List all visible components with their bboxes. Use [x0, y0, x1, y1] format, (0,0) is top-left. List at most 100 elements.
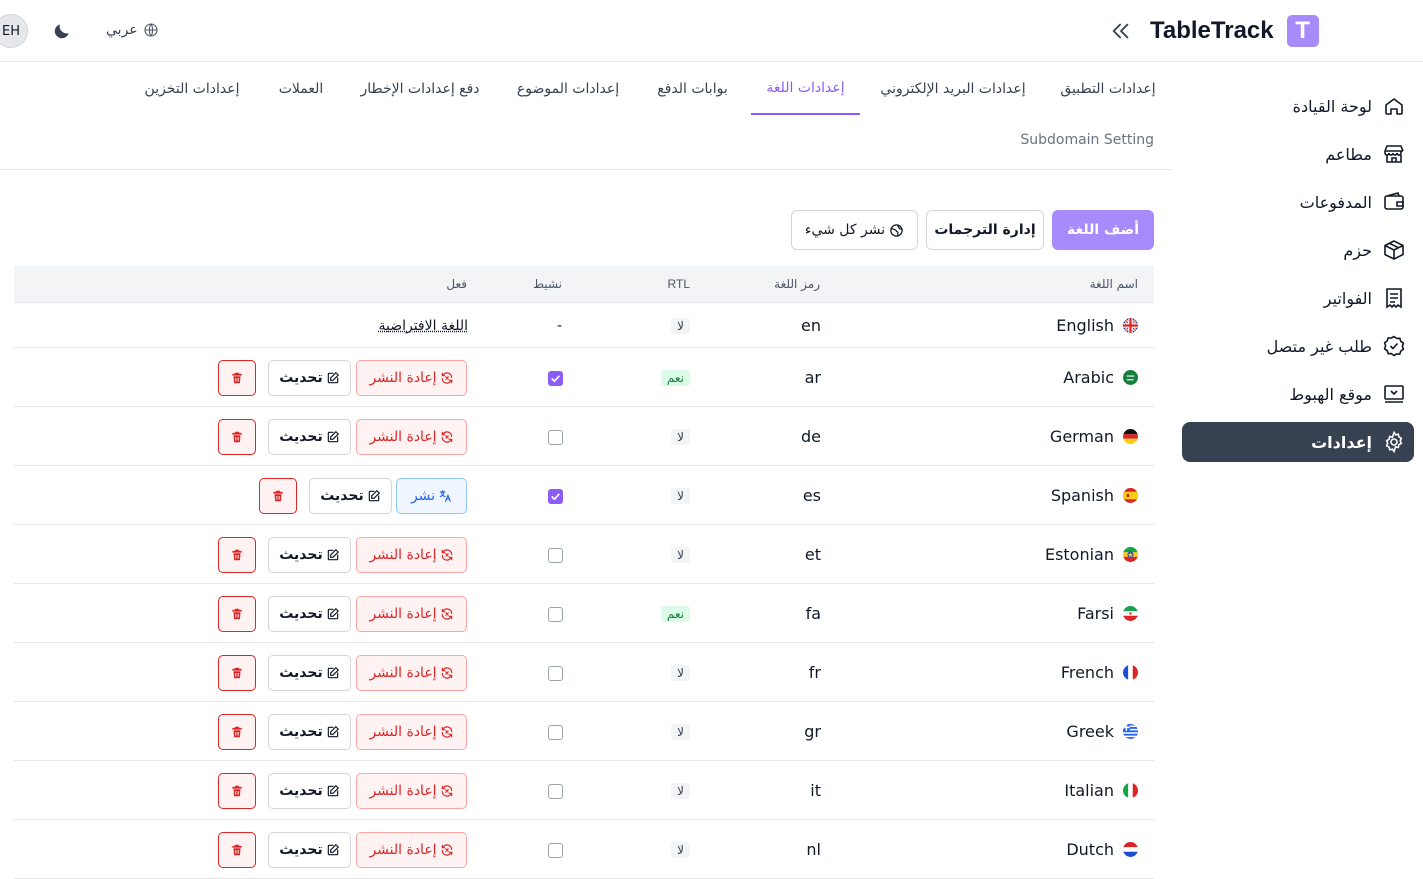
publish-button[interactable]: نشر: [396, 478, 467, 514]
update-button[interactable]: تحديث: [268, 655, 351, 691]
package-icon: [1382, 238, 1406, 262]
language-code-cell: et: [805, 543, 821, 567]
active-checkbox[interactable]: [548, 548, 563, 563]
delete-button[interactable]: [218, 360, 256, 396]
delete-button[interactable]: [218, 655, 256, 691]
de-flag-icon: [1123, 429, 1138, 444]
rtl-cell: لا: [671, 487, 690, 505]
tab-push-notification-settings[interactable]: دفع إعدادات الإخطار: [355, 62, 485, 115]
table-row: Greek gr لا إعادة النشر تحديث: [14, 702, 1154, 761]
republish-button[interactable]: إعادة النشر: [356, 596, 467, 632]
delete-button[interactable]: [259, 478, 297, 514]
sidebar-item-restaurants[interactable]: مطاعم: [1182, 134, 1414, 174]
tab-email-settings[interactable]: إعدادات البريد الإلكتروني: [876, 62, 1030, 115]
delete-button[interactable]: [218, 832, 256, 868]
app-name: TableTrack: [1150, 17, 1274, 45]
republish-button[interactable]: إعادة النشر: [356, 832, 467, 868]
language-code: fa: [806, 604, 821, 623]
delete-button[interactable]: [218, 773, 256, 809]
active-checkbox[interactable]: [548, 430, 563, 445]
active-checkbox[interactable]: [548, 725, 563, 740]
tab-storage-settings[interactable]: إعدادات التخزين: [138, 62, 246, 115]
table-row: Arabic ar نعم إعادة النشر تحديث: [14, 348, 1154, 407]
trash-icon: [230, 607, 244, 621]
moon-icon[interactable]: [52, 21, 72, 41]
language-code: en: [801, 316, 821, 335]
republish-button[interactable]: إعادة النشر: [356, 714, 467, 750]
delete-button[interactable]: [218, 596, 256, 632]
tab-language-settings[interactable]: إعدادات اللغة: [751, 62, 860, 115]
sidebar-item-settings[interactable]: إعدادات: [1182, 422, 1414, 462]
language-name-cell: Spanish: [1051, 484, 1138, 508]
language-name: English: [1056, 316, 1114, 335]
active-checkbox[interactable]: [548, 666, 563, 681]
tab-app-settings[interactable]: إعدادات التطبيق: [1054, 62, 1162, 115]
avatar[interactable]: EH: [0, 14, 28, 48]
language-code-cell: en: [801, 314, 821, 338]
update-button[interactable]: تحديث: [268, 714, 351, 750]
active-checkbox[interactable]: [548, 607, 563, 622]
delete-button[interactable]: [218, 537, 256, 573]
update-button[interactable]: تحديث: [268, 832, 351, 868]
update-label: تحديث: [279, 724, 323, 740]
update-button[interactable]: تحديث: [309, 478, 392, 514]
republish-button[interactable]: إعادة النشر: [356, 419, 467, 455]
republish-button[interactable]: إعادة النشر: [356, 773, 467, 809]
delete-button[interactable]: [218, 714, 256, 750]
language-code-cell: gr: [804, 720, 821, 744]
sidebar-item-offline-request[interactable]: طلب غير متصل: [1182, 326, 1414, 366]
update-button[interactable]: تحديث: [268, 419, 351, 455]
sidebar-item-landing-site[interactable]: موقع الهبوط: [1182, 374, 1414, 414]
update-label: تحديث: [279, 783, 323, 799]
active-checkbox[interactable]: [548, 784, 563, 799]
edit-icon: [326, 430, 340, 444]
app-logo: T: [1287, 15, 1319, 47]
update-button[interactable]: تحديث: [268, 773, 351, 809]
language-name-cell: Italian: [1064, 779, 1138, 803]
sidebar-item-label: لوحة القيادة: [1293, 97, 1372, 116]
update-label: تحديث: [279, 370, 323, 386]
sidebar-item-dashboard[interactable]: لوحة القيادة: [1182, 86, 1414, 126]
tab-currencies[interactable]: العملات: [270, 62, 332, 115]
language-switch[interactable]: عربي: [106, 20, 159, 40]
tab-theme-settings[interactable]: إعدادات الموضوع: [510, 62, 626, 115]
update-label: تحديث: [279, 429, 323, 445]
es-flag-icon: [1123, 488, 1138, 503]
settings-tabs: إعدادات التطبيق إعدادات البريد الإلكترون…: [0, 62, 1172, 170]
active-checkbox[interactable]: [548, 843, 563, 858]
table-row: Dutch nl لا إعادة النشر تحديث: [14, 820, 1154, 879]
gr-flag-icon: [1123, 724, 1138, 739]
publish-all-button[interactable]: نشر كل شيء: [791, 210, 918, 250]
tab-subdomain-setting[interactable]: Subdomain Setting: [1020, 132, 1154, 148]
manage-translations-button[interactable]: إدارة الترجمات: [926, 210, 1044, 250]
language-code-cell: fr: [809, 661, 821, 685]
edit-icon: [326, 607, 340, 621]
add-language-button[interactable]: أضف اللغة: [1052, 210, 1154, 250]
active-checkbox[interactable]: [548, 489, 563, 504]
republish-button[interactable]: إعادة النشر: [356, 655, 467, 691]
chevrons-left-icon[interactable]: [1110, 20, 1132, 42]
republish-button[interactable]: إعادة النشر: [356, 537, 467, 573]
sidebar-item-label: موقع الهبوط: [1289, 385, 1372, 404]
republish-button[interactable]: إعادة النشر: [356, 360, 467, 396]
sidebar-item-packages[interactable]: حزم: [1182, 230, 1414, 270]
active-checkbox[interactable]: [548, 371, 563, 386]
table-row: Farsi fa نعم إعادة النشر تحديث: [14, 584, 1154, 643]
sidebar-item-payments[interactable]: المدفوعات: [1182, 182, 1414, 222]
language-name: Dutch: [1066, 840, 1114, 859]
delete-button[interactable]: [218, 419, 256, 455]
publish-label: نشر: [411, 488, 435, 504]
tab-payment-gateways[interactable]: بوابات الدفع: [650, 62, 735, 115]
update-button[interactable]: تحديث: [268, 537, 351, 573]
header-rtl: RTL: [668, 277, 690, 291]
active-cell: [548, 606, 563, 623]
republish-label: إعادة النشر: [369, 842, 436, 858]
sidebar-item-invoices[interactable]: الفواتير: [1182, 278, 1414, 318]
publish-all-label: نشر كل شيء: [805, 222, 885, 238]
update-button[interactable]: تحديث: [268, 596, 351, 632]
trash-icon: [230, 548, 244, 562]
edit-icon: [367, 489, 381, 503]
republish-label: إعادة النشر: [369, 606, 436, 622]
update-button[interactable]: تحديث: [268, 360, 351, 396]
invoice-icon: [1382, 286, 1406, 310]
